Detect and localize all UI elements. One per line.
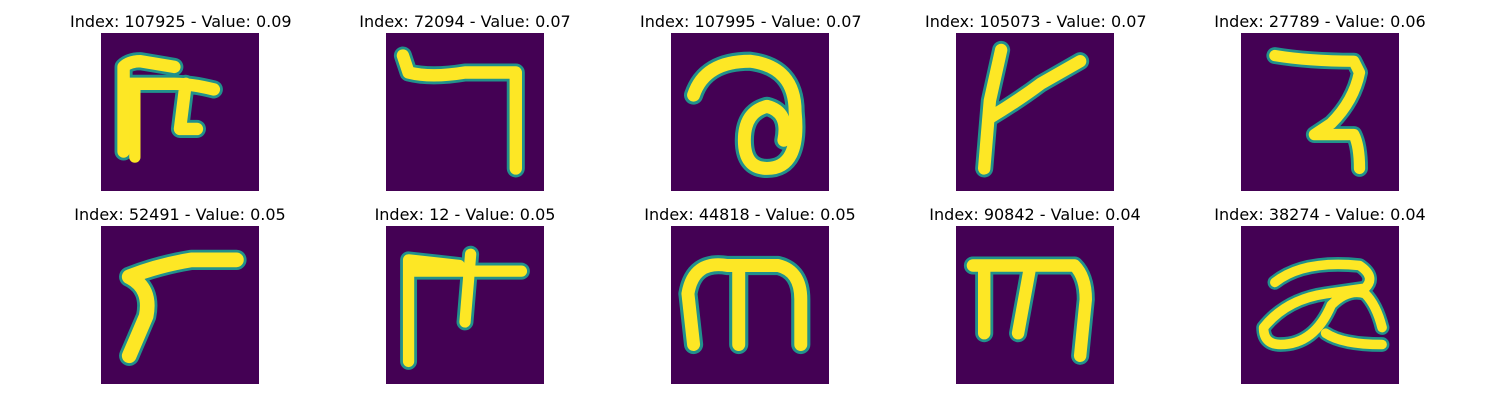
image-panel-5: Index: 27789 - Value: 0.06 — [1210, 12, 1430, 202]
glyph-image — [1241, 33, 1399, 191]
image-panel-1: Index: 107925 - Value: 0.09 — [70, 12, 292, 202]
glyph-image — [101, 226, 259, 384]
image-title: Index: 107995 - Value: 0.07 — [640, 12, 862, 31]
image-title: Index: 12 - Value: 0.05 — [374, 205, 556, 224]
image-title: Index: 27789 - Value: 0.06 — [1214, 12, 1426, 31]
glyph-image — [956, 226, 1114, 384]
image-panel-9: Index: 90842 - Value: 0.04 — [925, 205, 1145, 395]
image-title: Index: 90842 - Value: 0.04 — [929, 205, 1141, 224]
image-title: Index: 44818 - Value: 0.05 — [644, 205, 856, 224]
glyph-image — [101, 33, 259, 191]
glyph-image — [671, 226, 829, 384]
glyph-image — [386, 226, 544, 384]
image-title: Index: 38274 - Value: 0.04 — [1214, 205, 1426, 224]
image-title: Index: 52491 - Value: 0.05 — [74, 205, 286, 224]
image-panel-6: Index: 52491 - Value: 0.05 — [70, 205, 290, 395]
image-panel-7: Index: 12 - Value: 0.05 — [355, 205, 575, 395]
image-panel-10: Index: 38274 - Value: 0.04 — [1210, 205, 1430, 395]
glyph-image — [1241, 226, 1399, 384]
image-panel-2: Index: 72094 - Value: 0.07 — [355, 12, 575, 202]
image-title: Index: 72094 - Value: 0.07 — [359, 12, 571, 31]
image-title: Index: 107925 - Value: 0.09 — [70, 12, 292, 31]
image-panel-8: Index: 44818 - Value: 0.05 — [640, 205, 860, 395]
image-panel-4: Index: 105073 - Value: 0.07 — [925, 12, 1147, 202]
image-title: Index: 105073 - Value: 0.07 — [925, 12, 1147, 31]
image-panel-3: Index: 107995 - Value: 0.07 — [640, 12, 862, 202]
glyph-image — [386, 33, 544, 191]
glyph-image — [671, 33, 829, 191]
glyph-image — [956, 33, 1114, 191]
